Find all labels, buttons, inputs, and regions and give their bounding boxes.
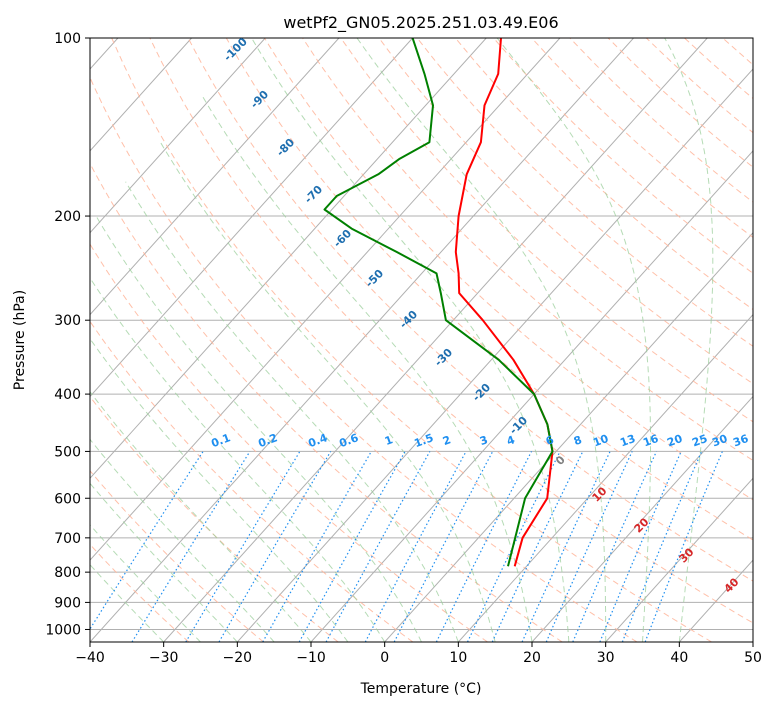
isotherm--100 (90, 38, 192, 152)
isotherm--30 (163, 38, 708, 642)
mixing-ratio-label: 0.1 (209, 431, 232, 450)
isotherm--70 (90, 38, 413, 398)
moist-adiabat (496, 38, 651, 642)
mixing-ratio-line (262, 451, 372, 642)
mixing-ratio-label: 6 (544, 433, 556, 448)
y-axis-label: Pressure (hPa) (12, 290, 28, 390)
mixing-ratio-line (90, 451, 204, 631)
y-tick-label: 200 (54, 209, 81, 225)
mixing-ratio-line (644, 451, 723, 642)
moist-adiabat (90, 277, 386, 642)
dewpoint-line (323, 38, 554, 567)
isotherm--50 (90, 38, 561, 561)
mixing-ratio-line (545, 451, 633, 642)
y-tick-label: 100 (54, 31, 81, 47)
plot-frame (89, 37, 754, 643)
mixing-ratio-label: 0.6 (337, 431, 360, 450)
moist-adiabat (356, 38, 607, 642)
y-tick-label: 300 (54, 313, 81, 329)
moist-adiabat (664, 38, 714, 642)
isotherm-10 (457, 313, 753, 642)
dry-adiabat (149, 38, 753, 624)
mixing-ratio-label: 0.2 (256, 431, 279, 450)
mixing-ratio-label: 10 (591, 432, 610, 450)
mixing-ratio-line (621, 451, 703, 642)
x-axis-label: Temperature (°C) (360, 681, 482, 697)
dry-adiabat (90, 243, 488, 642)
x-tick-label: 20 (523, 650, 541, 666)
moist-adiabat (125, 181, 459, 642)
mixing-ratio-line (435, 451, 533, 642)
moist-adiabat (201, 95, 533, 642)
moist-adiabat (251, 38, 570, 642)
x-tick-label: 0 (380, 650, 389, 666)
isotherm-0 (384, 231, 753, 642)
y-tick-label: 600 (54, 491, 81, 507)
moist-adiabat (90, 390, 312, 642)
dry-adiabat (90, 543, 190, 642)
isotherm--90 (90, 38, 266, 234)
plot-area (90, 38, 753, 642)
mixing-ratio-label: 4 (505, 433, 517, 448)
moist-adiabat (159, 141, 496, 642)
x-tick-label: −40 (75, 650, 105, 666)
dry-adiabat (455, 38, 753, 311)
mixing-ratio-label: 16 (641, 432, 660, 450)
mixing-ratio-label: 13 (618, 432, 637, 449)
x-tick-label: 50 (744, 650, 762, 666)
mixing-ratio-label: 8 (572, 433, 584, 448)
y-tick-label: 500 (54, 444, 81, 460)
dry-adiabat (416, 38, 753, 347)
isotherm-20 (531, 395, 753, 642)
x-tick-label: 30 (597, 650, 615, 666)
x-tick-label: −10 (296, 650, 326, 666)
isotherm--10 (310, 150, 753, 642)
x-tick-label: −20 (223, 650, 253, 666)
dry-adiabat (111, 38, 712, 642)
mixing-ratio-line (599, 451, 682, 642)
x-tick-label: 40 (670, 650, 688, 666)
y-tick-label: 1000 (45, 622, 81, 638)
mixing-ratio-label: 1.5 (412, 431, 435, 450)
moist-adiabat (90, 438, 275, 642)
x-tick-label: 10 (449, 650, 467, 666)
moist-adiabat (90, 337, 349, 642)
mixing-ratio-line (131, 451, 251, 642)
isotherm--60 (90, 38, 487, 480)
y-tick-label: 700 (54, 531, 81, 547)
moist-adiabat (90, 564, 165, 642)
mixing-ratio-label: 36 (731, 432, 750, 450)
x-tick-label: −30 (149, 650, 179, 666)
moist-adiabat (90, 482, 238, 642)
isotherm--20 (236, 68, 753, 642)
dry-adiabat (90, 162, 563, 642)
mixing-ratio-line (298, 451, 406, 642)
mixing-ratio-label: 2 (441, 433, 453, 448)
moist-adiabat (90, 524, 201, 642)
mixing-ratio-line (325, 451, 431, 642)
y-tick-label: 800 (54, 565, 81, 581)
dry-adiabat (90, 395, 339, 642)
mixing-ratio-label: 30 (710, 432, 729, 450)
temperature-line (454, 38, 554, 567)
y-tick-label: 900 (54, 595, 81, 611)
mixing-ratio-label: 3 (478, 433, 490, 448)
mixing-ratio-line (572, 451, 658, 642)
axes: -100-90-80-70-60-50-40-30-20-10010203040… (45, 31, 762, 666)
isotherm--40 (90, 38, 634, 642)
isotherm-30 (605, 477, 753, 642)
moist-adiabat (95, 215, 422, 642)
mixing-ratio-label: 0.4 (306, 431, 329, 450)
mixing-ratio-label: 20 (665, 432, 684, 450)
y-tick-label: 400 (54, 387, 81, 403)
dry-adiabat (90, 470, 264, 642)
mixing-ratio-label: 1 (383, 433, 395, 448)
chart-title: wetPf2_GN05.2025.251.03.49.E06 (283, 13, 558, 33)
mixing-ratio-label: 25 (690, 432, 709, 449)
